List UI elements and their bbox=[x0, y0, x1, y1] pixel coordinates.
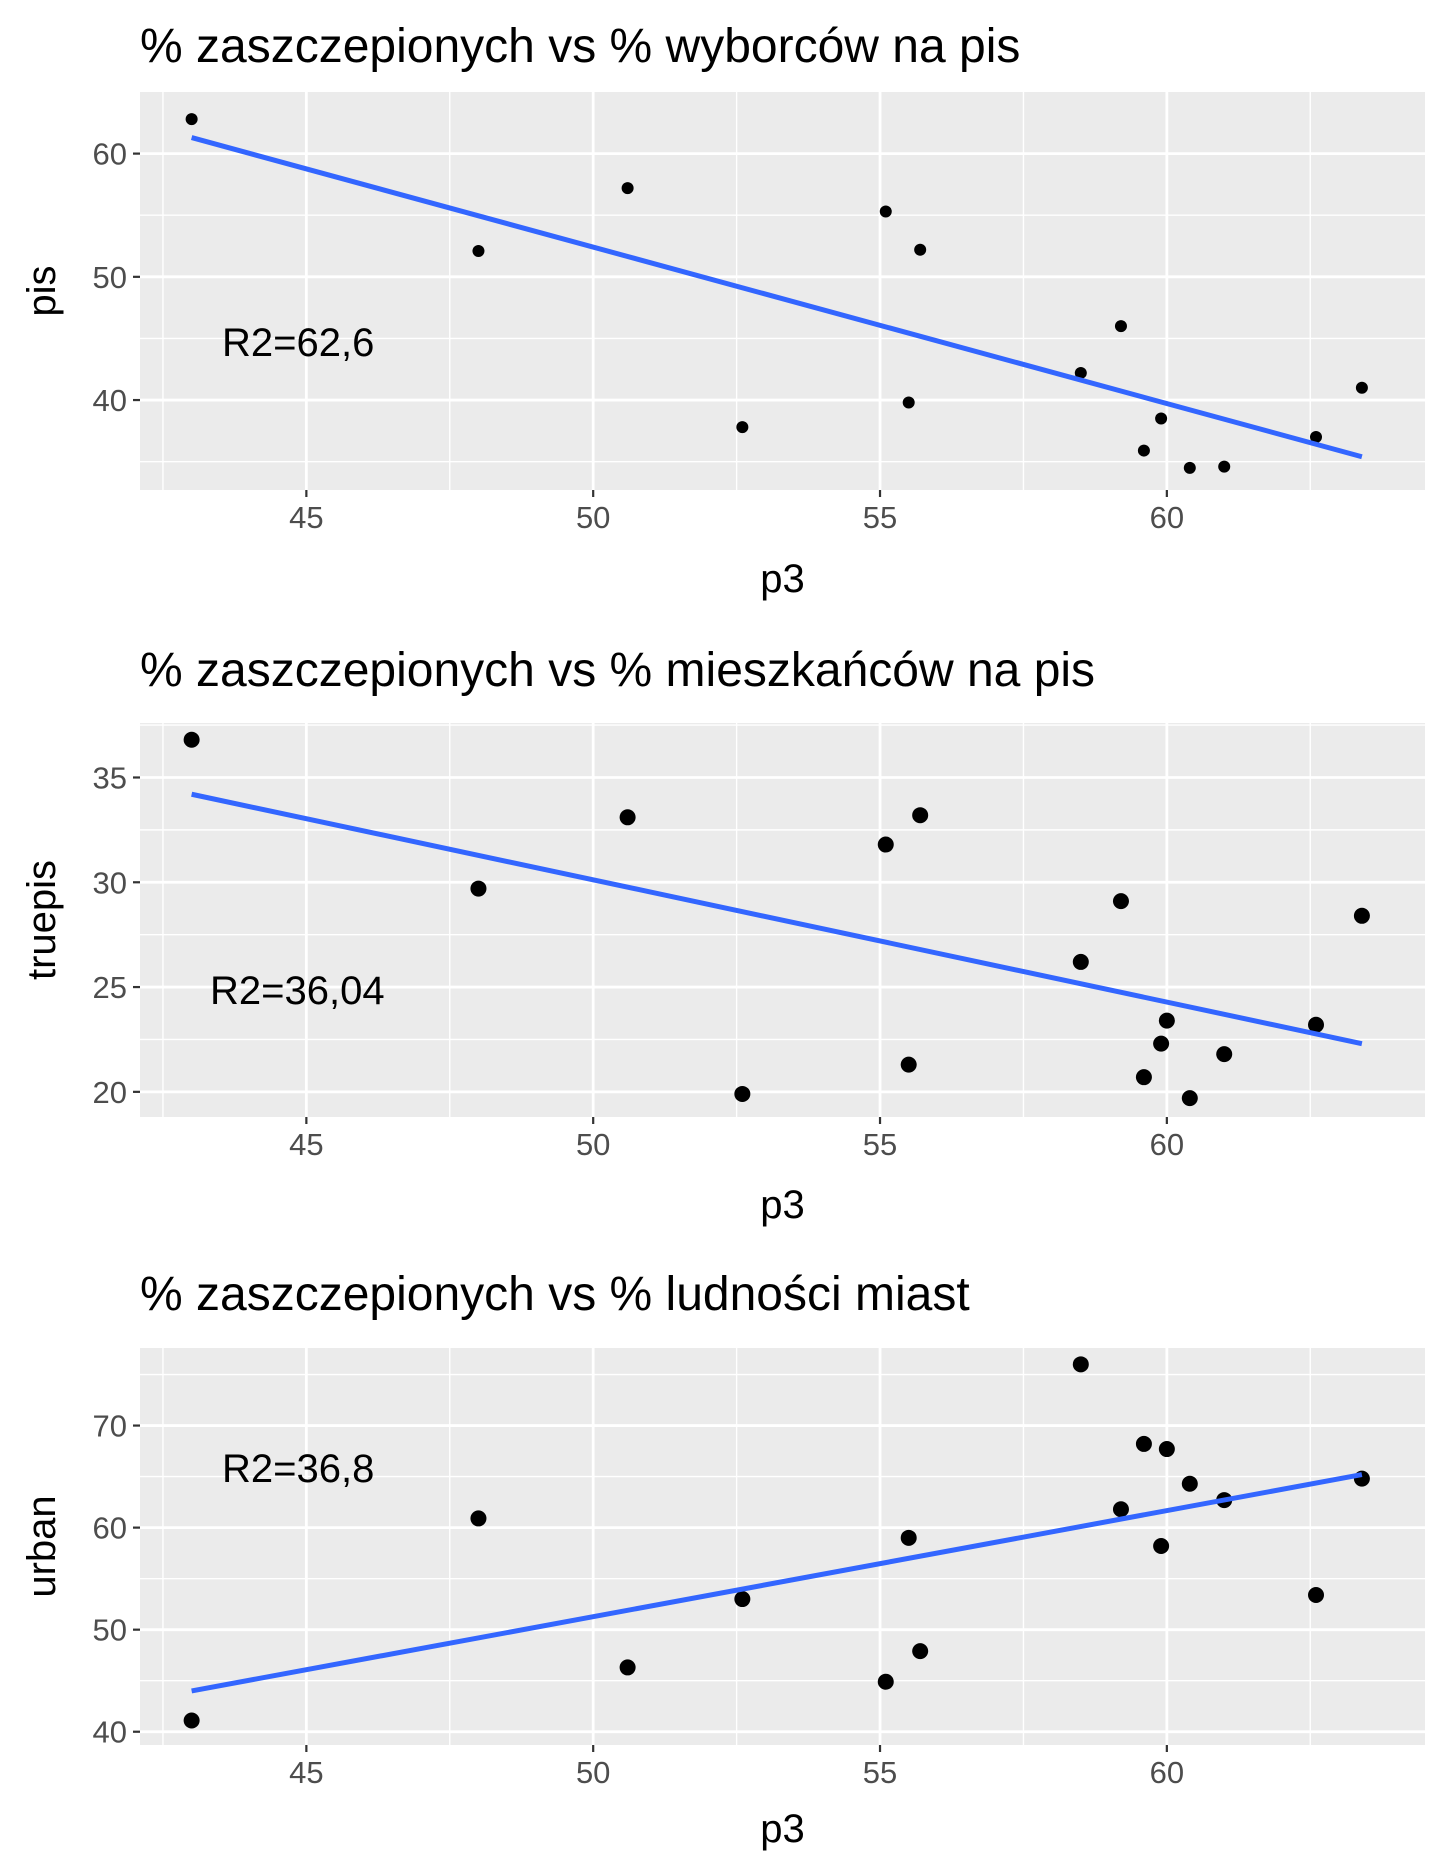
data-point bbox=[914, 243, 927, 256]
x-tick-label: 55 bbox=[863, 1755, 897, 1790]
data-point bbox=[1310, 431, 1323, 444]
chart-panel-1: % zaszczepionych vs % wyborców na pis 45 5… bbox=[20, 20, 1425, 601]
data-point bbox=[1072, 953, 1089, 970]
x-tick-label: 60 bbox=[1150, 1127, 1184, 1162]
data-point bbox=[900, 1529, 917, 1546]
data-point bbox=[1135, 1435, 1152, 1452]
data-point bbox=[1074, 366, 1087, 379]
data-point bbox=[1153, 1035, 1170, 1052]
regression-line bbox=[190, 135, 1363, 460]
y-tick-label: 20 bbox=[93, 1075, 127, 1110]
data-point bbox=[902, 396, 915, 409]
data-point bbox=[1353, 1470, 1370, 1487]
y-tick-label: 35 bbox=[93, 760, 127, 795]
y-tick-label: 40 bbox=[93, 383, 127, 418]
data-point bbox=[183, 731, 200, 748]
x-tick-label: 50 bbox=[576, 1755, 610, 1790]
x-tick-label: 45 bbox=[289, 1127, 323, 1162]
data-point bbox=[619, 809, 636, 826]
data-point bbox=[1355, 381, 1368, 394]
data-point bbox=[1181, 1475, 1198, 1492]
regression-line bbox=[191, 791, 1363, 1047]
x-tick-label: 55 bbox=[863, 500, 897, 535]
x-tick-label: 60 bbox=[1150, 500, 1184, 535]
data-point bbox=[1114, 320, 1127, 333]
data-point bbox=[912, 1643, 929, 1660]
panel-background bbox=[140, 92, 1425, 490]
data-point bbox=[879, 205, 892, 218]
data-point bbox=[1308, 1586, 1325, 1603]
data-point bbox=[185, 113, 198, 126]
chart-title: % zaszczepionych vs % mieszkańców na pis bbox=[140, 644, 1095, 697]
data-point bbox=[900, 1056, 917, 1073]
r2-annotation: R2=36,8 bbox=[222, 1447, 374, 1491]
data-point bbox=[1181, 1090, 1198, 1107]
y-tick-label: 50 bbox=[93, 1613, 127, 1648]
data-point bbox=[619, 1659, 636, 1676]
data-point bbox=[912, 807, 929, 824]
data-point bbox=[1158, 1012, 1175, 1029]
data-point bbox=[1153, 1537, 1170, 1554]
y-axis-title: urban bbox=[20, 1495, 64, 1597]
data-point bbox=[877, 1673, 894, 1690]
x-axis-title: p3 bbox=[760, 1183, 805, 1227]
y-tick-label: 25 bbox=[93, 970, 127, 1005]
data-point bbox=[621, 182, 634, 195]
data-point bbox=[877, 836, 894, 853]
y-tick-label: 60 bbox=[93, 137, 127, 172]
data-point bbox=[734, 1591, 751, 1608]
x-tick-label: 45 bbox=[289, 500, 323, 535]
data-point bbox=[1218, 460, 1231, 473]
data-point bbox=[1155, 412, 1168, 425]
data-point bbox=[1112, 1501, 1129, 1518]
x-axis-title: p3 bbox=[760, 1807, 805, 1851]
x-tick-label: 45 bbox=[289, 1755, 323, 1790]
panel-background bbox=[140, 1348, 1425, 1745]
y-tick-label: 60 bbox=[93, 1511, 127, 1546]
data-point bbox=[1112, 893, 1129, 910]
data-point bbox=[1183, 461, 1196, 474]
chart-panel-3: % zaszczepionych vs % ludności miast 45 50… bbox=[20, 1268, 1425, 1851]
data-point bbox=[1216, 1046, 1233, 1063]
y-tick-label: 70 bbox=[93, 1409, 127, 1444]
x-tick-label: 55 bbox=[863, 1127, 897, 1162]
x-tick-label: 50 bbox=[576, 1127, 610, 1162]
data-point bbox=[736, 421, 749, 434]
r2-annotation: R2=36,04 bbox=[210, 969, 385, 1013]
regression-line bbox=[191, 1472, 1363, 1694]
data-point bbox=[183, 1712, 200, 1729]
chart-panel-2: % zaszczepionych vs % mieszkańców na pis… bbox=[20, 644, 1425, 1227]
data-point bbox=[1135, 1069, 1152, 1086]
chart-title: % zaszczepionych vs % wyborców na pis bbox=[140, 20, 1020, 73]
y-tick-label: 30 bbox=[93, 865, 127, 900]
y-axis-title: pis bbox=[20, 265, 64, 316]
x-tick-label: 60 bbox=[1150, 1755, 1184, 1790]
y-axis-title: truepis bbox=[20, 860, 64, 980]
data-point bbox=[734, 1085, 751, 1102]
data-point bbox=[470, 880, 487, 897]
data-point bbox=[472, 244, 485, 257]
data-point bbox=[1072, 1356, 1089, 1373]
x-axis-title: p3 bbox=[760, 557, 805, 601]
data-point bbox=[1137, 444, 1150, 457]
r2-annotation: R2=62,6 bbox=[222, 321, 374, 365]
chart-title: % zaszczepionych vs % ludności miast bbox=[140, 1268, 970, 1321]
data-point bbox=[1308, 1016, 1325, 1033]
data-point bbox=[1353, 907, 1370, 924]
data-point bbox=[1158, 1441, 1175, 1458]
y-tick-label: 40 bbox=[93, 1715, 127, 1750]
x-tick-label: 50 bbox=[576, 500, 610, 535]
data-point bbox=[470, 1510, 487, 1527]
y-tick-label: 50 bbox=[93, 260, 127, 295]
